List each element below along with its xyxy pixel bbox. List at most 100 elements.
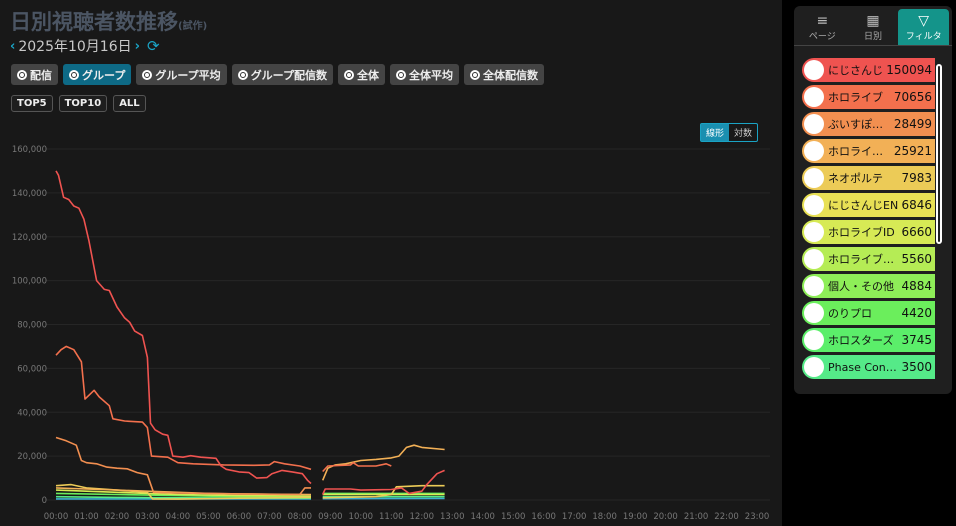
x-tick-label: 07:00 [257,512,282,522]
scrollbar[interactable] [936,64,942,244]
tab-icon: ▦ [866,12,880,29]
group-value: 3500 [901,360,932,374]
group-name: ホロライブEN [828,145,894,158]
scale-log-button[interactable]: 対数 [734,129,753,139]
group-name: のりプロ [828,307,872,320]
group-item[interactable]: ホロライブ 70656 [802,85,935,109]
x-tick-label: 14:00 [470,512,495,522]
group-name: ホロライブID [828,226,895,239]
mode-label: 全体平均 [409,68,454,82]
top-button[interactable]: TOP5 [11,95,53,112]
next-day-button[interactable]: › [134,38,140,54]
group-item[interactable]: 個人・その他 4884 [802,274,935,298]
panel-tabs: ≡ ページ ▦ 日別 ▽ フィルタ [794,6,952,46]
mode-button[interactable]: グループ [63,64,132,85]
x-tick-label: 21:00 [684,512,709,522]
group-item[interactable]: ネオポルテ 7983 [802,166,935,190]
mode-button[interactable]: 全体平均 [390,64,460,85]
radio-icon [396,69,407,80]
title-text: 日別視聴者数推移 [10,10,178,34]
group-logo-icon [804,168,824,188]
main-area: 日別視聴者数推移(試作) ‹ 2025年10月16日 › ⟳ 配信 グループ グルー… [0,0,782,526]
mode-label: グループ [82,68,126,82]
group-item[interactable]: ホロライブEN 25921 [802,139,935,163]
group-value: 5560 [901,252,932,266]
group-list: にじさんじ 150094 ホロライブ 70656 ぶいすぽっ！ 28499 ホロライブEN 2… [802,58,935,382]
series-line [55,345,392,473]
y-tick-label: 60,000 [17,364,47,374]
group-item[interactable]: にじさんじ 150094 [802,58,935,82]
mode-button[interactable]: グループ平均 [136,64,227,85]
group-logo-icon [804,114,824,134]
x-tick-label: 02:00 [105,512,130,522]
mode-label: グループ配信数 [250,68,328,82]
group-item[interactable]: にじさんじEN 6846 [802,193,935,217]
group-value: 7983 [901,171,932,185]
x-tick-label: 03:00 [135,512,160,522]
mode-label: 全体 [357,68,380,82]
refresh-icon[interactable]: ⟳ [146,37,160,55]
scale-toggle: 線形 対数 [700,123,759,142]
group-logo-icon [804,330,824,350]
x-tick-label: 17:00 [562,512,587,522]
group-logo-icon [804,141,824,161]
radio-icon [344,69,355,80]
group-item[interactable]: ホロライブID 6660 [802,220,935,244]
x-tick-label: 05:00 [196,512,221,522]
panel-tab[interactable]: ≡ ページ [797,9,848,45]
series-line [55,170,445,495]
group-logo-icon [804,87,824,107]
group-item[interactable]: ホロライブDEV_IS5560 [802,247,935,271]
group-value: 4420 [901,306,932,320]
group-item[interactable]: Phase Connect3500 [802,355,935,379]
y-tick-label: 140,000 [12,189,47,199]
group-value: 3745 [901,333,932,347]
x-tick-label: 20:00 [653,512,678,522]
group-logo-icon [804,249,824,269]
page-title: 日別視聴者数推移(試作) [10,6,207,36]
group-value: 4884 [901,279,932,293]
series-line [55,436,311,496]
group-name: にじさんじEN [828,199,899,212]
x-tick-label: 15:00 [501,512,526,522]
group-item[interactable]: のりプロ 4420 [802,301,935,325]
x-tick-label: 06:00 [227,512,252,522]
group-name: ホロスターズ [828,334,894,347]
group-value: 6660 [901,225,932,239]
y-tick-label: 40,000 [17,408,47,418]
mode-button[interactable]: 全体 [338,64,386,85]
x-tick-label: 23:00 [745,512,770,522]
panel-tab[interactable]: ▦ 日別 [848,9,899,45]
x-tick-label: 00:00 [44,512,69,522]
x-tick-label: 22:00 [714,512,739,522]
group-logo-icon [804,195,824,215]
series-line [55,492,445,498]
mode-button[interactable]: 全体配信数 [464,64,545,85]
radio-icon [69,69,79,80]
group-item[interactable]: ぶいすぽっ！ 28499 [802,112,935,136]
scale-linear-button[interactable]: 線形 [701,124,730,141]
line-chart: 0 20,000 40,000 60,000 80,000 100,000 120,000 1… [12,145,770,522]
date-navigator: ‹ 2025年10月16日 › ⟳ [10,36,160,56]
mode-label: グループ平均 [155,68,221,82]
group-logo-icon [804,222,824,242]
x-tick-label: 12:00 [410,512,435,522]
mode-selector: 配信 グループ グループ平均 グループ配信数 全体 全体平均 全体配信数 [11,64,545,85]
group-value: 6846 [901,198,932,212]
mode-button[interactable]: グループ配信数 [231,64,334,85]
group-value: 150094 [886,63,932,77]
group-item[interactable]: ホロスターズ 3745 [802,328,935,352]
mode-button[interactable]: 配信 [11,64,58,85]
panel-tab[interactable]: ▽ フィルタ [898,9,950,45]
y-tick-label: 80,000 [17,321,47,331]
y-tick-label: 100,000 [12,277,47,287]
top-button[interactable]: ALL [113,95,146,112]
group-logo-icon [804,303,824,323]
x-tick-label: 11:00 [379,512,404,522]
series-line [55,444,445,496]
prev-day-button[interactable]: ‹ [10,38,16,54]
group-value: 28499 [893,117,932,131]
group-value: 70656 [893,90,932,104]
x-tick-label: 19:00 [623,512,648,522]
top-button[interactable]: TOP10 [58,95,108,112]
